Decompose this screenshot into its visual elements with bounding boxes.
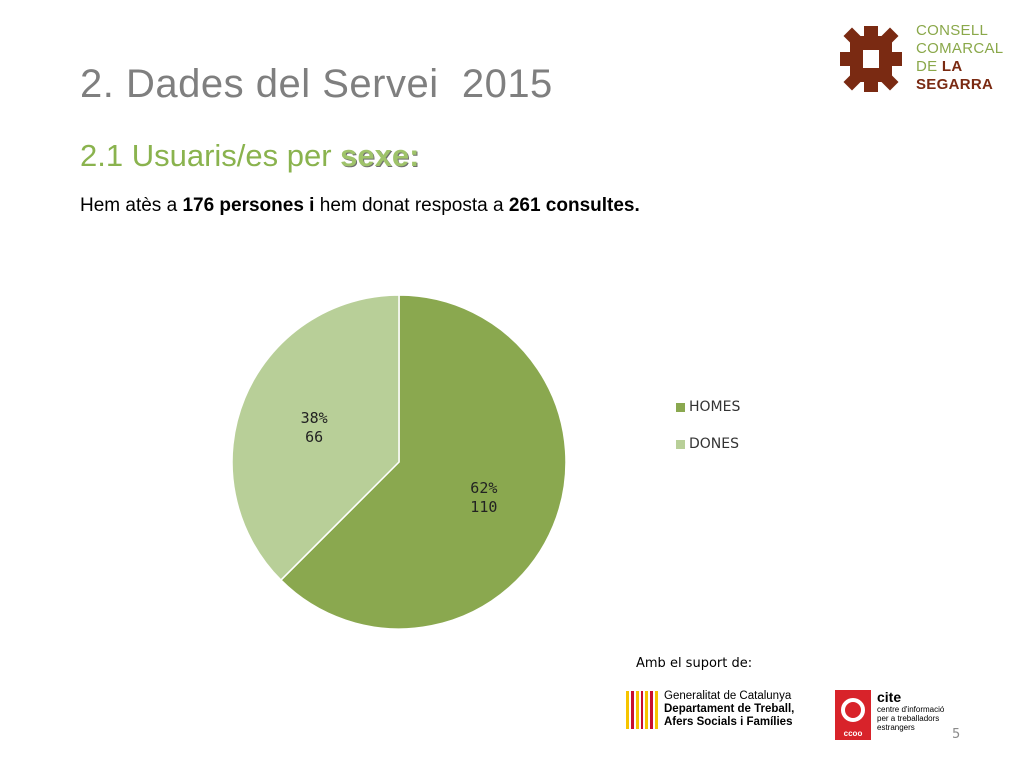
pie-percent-label-homes: 62% — [470, 479, 497, 497]
intro-text: Hem atès a 176 persones i hem donat resp… — [80, 195, 640, 217]
ccoo-label: ccoo — [843, 729, 863, 738]
generalitat-text: Generalitat de Catalunya Departament de … — [664, 690, 794, 729]
generalitat-logo: Generalitat de Catalunya Departament de … — [626, 690, 794, 729]
council-gear-icon — [840, 26, 902, 92]
cite-text: cite centre d'informació per a treballad… — [877, 689, 957, 733]
intro-part-1: Hem atès a — [80, 195, 183, 216]
council-line-1: CONSELL — [916, 22, 989, 39]
cite-subtitle: centre d'informació per a treballadors e… — [877, 705, 945, 732]
cite-logo: ccoo cite centre d'informació per a treb… — [835, 690, 957, 740]
pie-slice-dones — [231, 294, 400, 582]
section-subtitle: 2.1 Usuaris/es per sexe: — [80, 138, 419, 174]
council-name: CONSELL COMARCAL DE LA SEGARRA — [916, 22, 1003, 94]
council-line-3a: DE — [916, 58, 942, 75]
council-line-3b: LA — [941, 58, 963, 75]
intro-bold-1: 176 persones i — [182, 195, 315, 216]
pie-percent-label-dones: 38% — [301, 409, 328, 427]
chart-legend: HOMES DONES — [676, 398, 740, 472]
intro-part-2: hem donat resposta a — [314, 195, 509, 216]
generalitat-flag-icon — [626, 690, 659, 729]
subtitle-prefix: 2.1 Usuaris/es per — [80, 138, 341, 173]
title-number: 2. — [80, 62, 115, 106]
intro-bold-2: 261 consultes. — [508, 195, 640, 216]
subtitle-bold: sexe: — [340, 138, 420, 173]
council-line-4: SEGARRA — [916, 76, 994, 93]
legend-label-dones: DONES — [689, 436, 740, 452]
support-label: Amb el suport de: — [636, 656, 753, 671]
generalitat-line-2: Departament de Treball, — [664, 703, 795, 715]
legend-item-dones: DONES — [676, 435, 740, 453]
page-number: 5 — [952, 727, 961, 742]
legend-label-homes: HOMES — [689, 399, 741, 415]
cite-title: cite — [877, 689, 902, 705]
council-line-2: COMARCAL — [916, 40, 1004, 57]
title-text: Dades del Servei 2015 — [125, 62, 553, 106]
page-title: 2. Dades del Servei 2015 — [80, 62, 553, 107]
pie-value-label-dones: 66 — [305, 428, 323, 446]
legend-swatch-dones — [676, 439, 685, 449]
generalitat-line-1: Generalitat de Catalunya — [664, 690, 792, 702]
council-logo: CONSELL COMARCAL DE LA SEGARRA — [836, 22, 1003, 96]
pie-value-label-homes: 110 — [470, 498, 497, 516]
generalitat-line-3: Afers Socials i Famílies — [664, 716, 793, 728]
council-line-3: DE LA — [916, 58, 1003, 76]
ccoo-icon: ccoo — [835, 690, 871, 740]
pie-slice-homes — [279, 294, 567, 630]
legend-swatch-homes — [676, 402, 685, 412]
legend-item-homes: HOMES — [676, 398, 740, 416]
